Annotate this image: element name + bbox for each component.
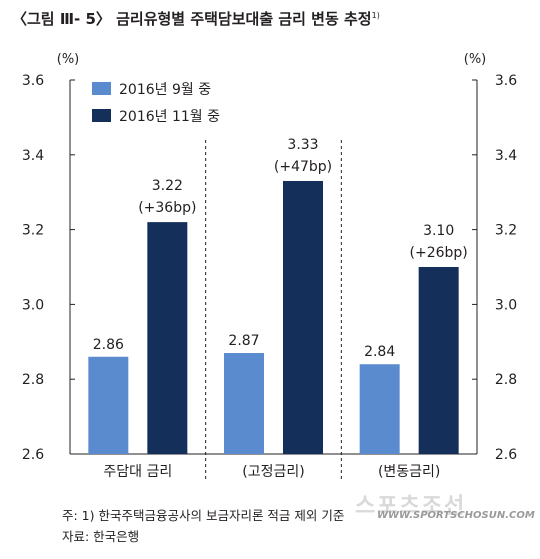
data-label-series-2: 3.22 bbox=[152, 178, 183, 194]
category-label: (고정금리) bbox=[242, 464, 304, 480]
source-note: 자료: 한국은행 bbox=[62, 529, 140, 544]
y-tick-label-right: 3.6 bbox=[495, 73, 517, 89]
bar-chart: (%) (%) 2.6 2.6 2.8 2.8 3.0 3.0 3.2 3.2 3.4 3.4 3.6 3… bbox=[22, 52, 517, 480]
legend-swatch-1 bbox=[92, 82, 111, 95]
bar-0-series-2 bbox=[147, 222, 188, 454]
y-tick-label-right: 2.6 bbox=[495, 447, 517, 463]
y-tick-label-right: 3.2 bbox=[495, 223, 517, 239]
y-unit-left: (%) bbox=[57, 52, 80, 67]
y-tick-label-right: 3.0 bbox=[495, 297, 517, 313]
bar-2-series-2 bbox=[418, 267, 459, 454]
y-tick-label-left: 2.6 bbox=[22, 447, 44, 463]
data-label-series-1: 2.87 bbox=[228, 333, 259, 349]
y-tick-label-left: 3.4 bbox=[22, 148, 44, 164]
chart-title: 〈그림 Ⅲ- 5〉 금리유형별 주택담보대출 금리 변동 추정1) bbox=[12, 10, 380, 28]
legend-label-2: 2016년 11월 중 bbox=[119, 109, 220, 125]
y-tick-label-right: 3.4 bbox=[495, 148, 517, 164]
category-label: 주담대 금리 bbox=[103, 464, 172, 480]
data-label-series-2: 3.10 bbox=[423, 223, 454, 239]
bar-1-series-1 bbox=[224, 353, 264, 454]
bar-0-series-1 bbox=[88, 356, 129, 454]
y-tick-label-left: 2.8 bbox=[22, 372, 44, 388]
y-tick-label-left: 3.0 bbox=[22, 297, 44, 313]
bar-1-series-2 bbox=[283, 180, 323, 455]
change-label-series-2: (+36bp) bbox=[138, 200, 196, 216]
data-label-series-2: 3.33 bbox=[287, 137, 318, 153]
bar-2-series-1 bbox=[359, 364, 400, 454]
y-tick-label-right: 2.8 bbox=[495, 372, 517, 388]
watermark-logo: 스포츠조선 WWW.SPORTSCHOSUN.COM bbox=[355, 494, 535, 521]
category-label: (변동금리) bbox=[378, 464, 440, 480]
footnote: 주: 1) 한국주택금융공사의 보금자리론 적금 제외 기준 bbox=[62, 508, 345, 523]
change-label-series-2: (+26bp) bbox=[410, 245, 468, 261]
change-label-series-2: (+47bp) bbox=[274, 159, 332, 175]
data-label-series-1: 2.84 bbox=[364, 344, 395, 360]
y-tick-label-left: 3.2 bbox=[22, 223, 44, 239]
y-tick-label-left: 3.6 bbox=[22, 73, 44, 89]
legend-swatch-2 bbox=[92, 109, 111, 122]
y-unit-right: (%) bbox=[464, 52, 487, 67]
data-label-series-1: 2.86 bbox=[93, 337, 124, 353]
legend-label-1: 2016년 9월 중 bbox=[119, 82, 211, 98]
